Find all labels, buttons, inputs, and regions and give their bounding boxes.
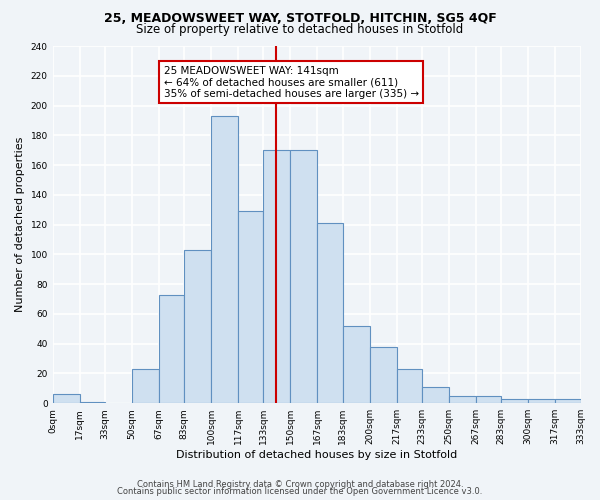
Text: 25 MEADOWSWEET WAY: 141sqm
← 64% of detached houses are smaller (611)
35% of sem: 25 MEADOWSWEET WAY: 141sqm ← 64% of deta… [164, 66, 419, 99]
Bar [211, 116, 238, 403]
Text: Contains HM Land Registry data © Crown copyright and database right 2024.: Contains HM Land Registry data © Crown c… [137, 480, 463, 489]
Bar [370, 346, 397, 403]
Bar [238, 211, 263, 403]
Y-axis label: Number of detached properties: Number of detached properties [15, 137, 25, 312]
Bar [159, 294, 184, 403]
Bar [263, 150, 290, 403]
Bar [290, 150, 317, 403]
Text: Contains public sector information licensed under the Open Government Licence v3: Contains public sector information licen… [118, 487, 482, 496]
Bar [501, 398, 528, 403]
Bar [528, 398, 555, 403]
Bar [132, 369, 159, 403]
Bar [449, 396, 476, 403]
Bar [397, 369, 422, 403]
Bar [555, 398, 581, 403]
Text: Size of property relative to detached houses in Stotfold: Size of property relative to detached ho… [136, 22, 464, 36]
Text: 25, MEADOWSWEET WAY, STOTFOLD, HITCHIN, SG5 4QF: 25, MEADOWSWEET WAY, STOTFOLD, HITCHIN, … [104, 12, 496, 26]
Bar [80, 402, 105, 403]
Bar [317, 223, 343, 403]
Bar [422, 387, 449, 403]
Bar [53, 394, 80, 403]
Bar [184, 250, 211, 403]
X-axis label: Distribution of detached houses by size in Stotfold: Distribution of detached houses by size … [176, 450, 457, 460]
Bar [476, 396, 501, 403]
Bar [343, 326, 370, 403]
